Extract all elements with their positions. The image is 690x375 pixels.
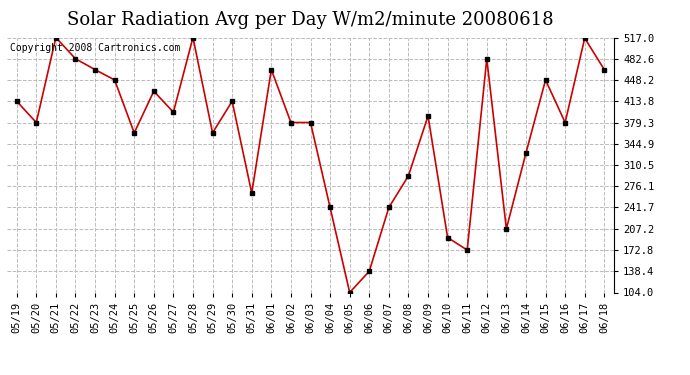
Text: Copyright 2008 Cartronics.com: Copyright 2008 Cartronics.com [10,43,180,52]
Text: Solar Radiation Avg per Day W/m2/minute 20080618: Solar Radiation Avg per Day W/m2/minute … [67,11,554,29]
